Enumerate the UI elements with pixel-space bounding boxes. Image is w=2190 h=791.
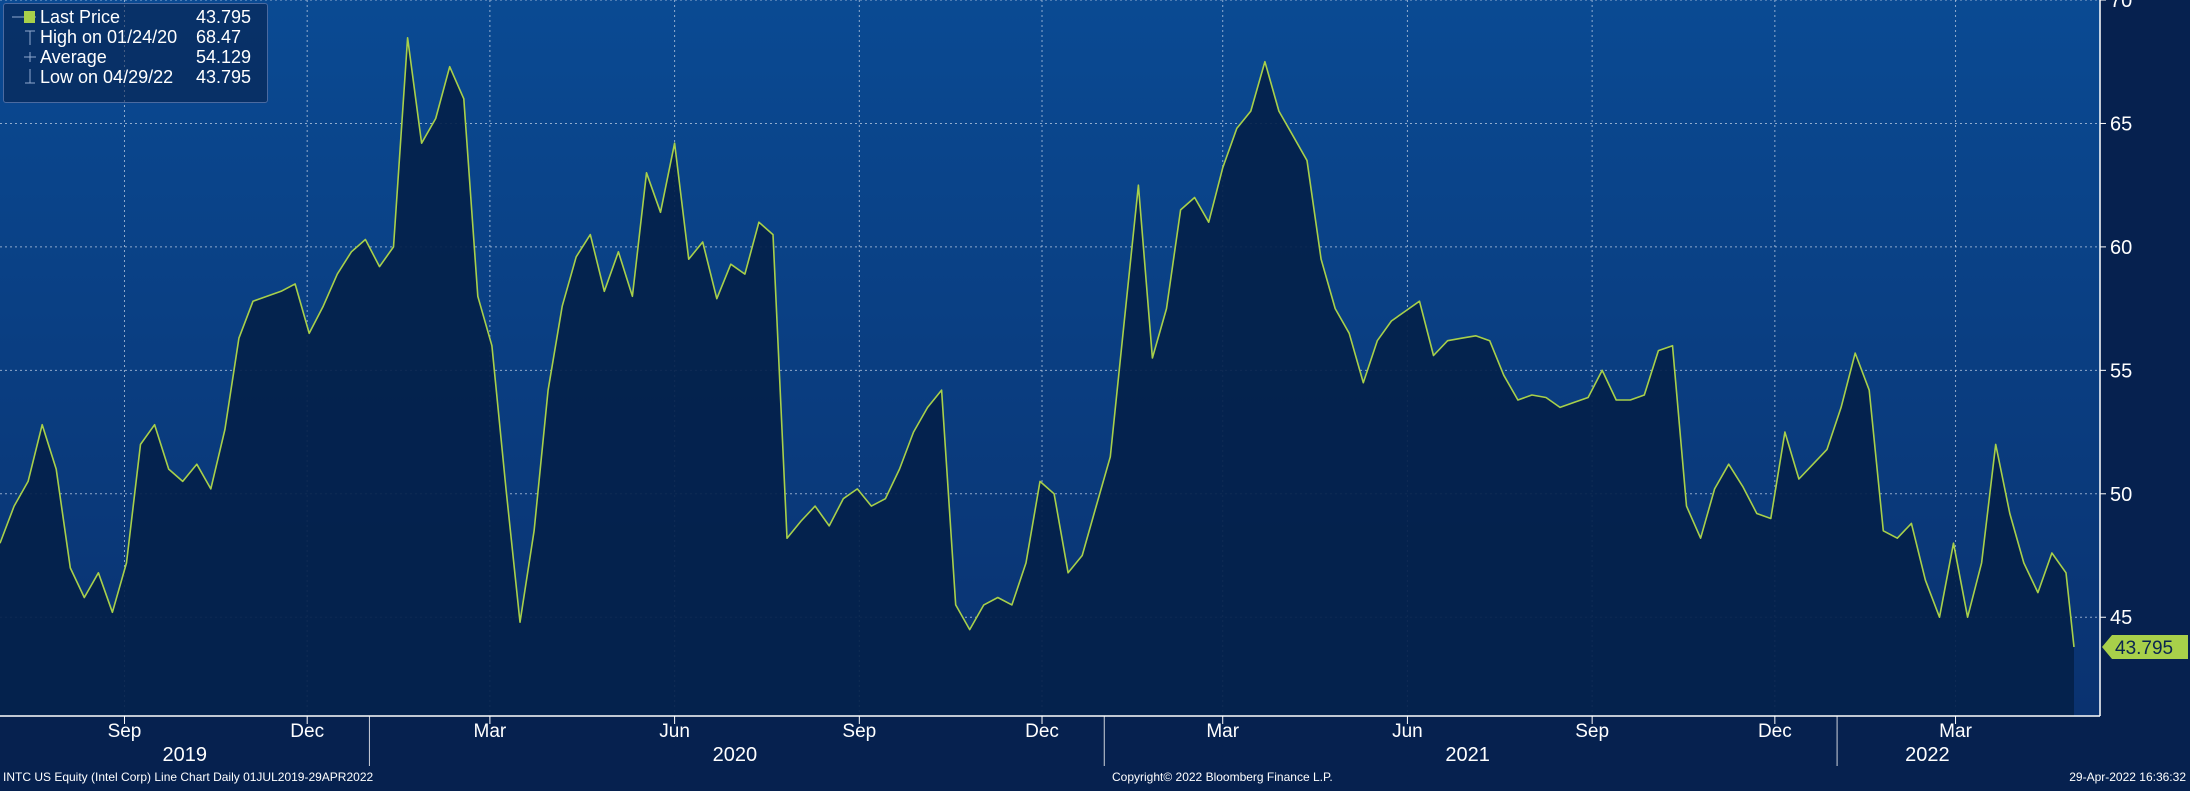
x-tick-label: Mar <box>1939 721 1972 742</box>
y-tick-label: 55 <box>2110 360 2132 382</box>
legend: Last Price 43.795 High on 01/24/20 68.47… <box>3 3 268 103</box>
footer-copyright: Copyright© 2022 Bloomberg Finance L.P. <box>1112 770 1333 784</box>
x-tick-label: Jun <box>659 721 690 742</box>
axis-layer: 45 50 55 60 65 70 Sep Dec Mar Jun Sep Dec Mar Jun Sep D… <box>0 0 2188 766</box>
last-value-tag <box>2102 634 2188 659</box>
legend-row-last-price: Last Price 43.795 <box>4 7 267 27</box>
legend-row-average: Average 54.129 <box>4 47 267 67</box>
year-label: 2020 <box>713 744 758 766</box>
series-area <box>0 37 2074 717</box>
legend-value: 43.795 <box>196 7 252 27</box>
high-marker-icon <box>25 30 35 45</box>
x-tick-label: Sep <box>108 721 142 742</box>
x-tick-label: Dec <box>290 721 324 742</box>
legend-value: 43.795 <box>196 67 252 87</box>
last-value-label: 43.795 <box>2115 638 2173 659</box>
year-label: 2019 <box>162 744 207 766</box>
x-tick-label: Sep <box>1575 721 1609 742</box>
y-tick-label: 50 <box>2110 484 2132 506</box>
legend-label: Low on 04/29/22 <box>40 67 174 87</box>
year-label: 2021 <box>1445 744 1490 766</box>
series-line <box>0 37 2075 648</box>
legend-label: High on 01/24/20 <box>40 27 178 47</box>
y-tick-label: 45 <box>2110 607 2132 629</box>
x-tick-label: Sep <box>842 721 876 742</box>
legend-label: Average <box>40 47 107 67</box>
year-label: 2022 <box>1905 744 1950 766</box>
x-tick-label: Dec <box>1758 721 1792 742</box>
legend-label: Last Price <box>40 7 121 27</box>
footer-description: INTC US Equity (Intel Corp) Line Chart D… <box>3 770 374 784</box>
area-layer <box>0 37 2074 717</box>
y-tick-label: 60 <box>2110 237 2132 259</box>
legend-value: 54.129 <box>196 47 252 67</box>
x-tick-label: Jun <box>1392 721 1423 742</box>
legend-row-high: High on 01/24/20 68.47 <box>4 27 267 47</box>
legend-row-low: Low on 04/29/22 43.795 <box>4 67 267 87</box>
legend-value: 68.47 <box>196 27 242 47</box>
average-marker-icon <box>24 52 36 62</box>
x-tick-label: Mar <box>474 721 507 742</box>
last-price-marker-icon <box>12 11 36 23</box>
footer-timestamp: 29-Apr-2022 16:36:32 <box>2069 770 2186 784</box>
low-marker-icon <box>25 69 35 84</box>
x-tick-label: Dec <box>1025 721 1059 742</box>
y-tick-label: 70 <box>2110 0 2132 12</box>
y-tick-label: 65 <box>2110 113 2132 135</box>
x-tick-label: Mar <box>1206 721 1239 742</box>
line-layer <box>0 37 2075 648</box>
